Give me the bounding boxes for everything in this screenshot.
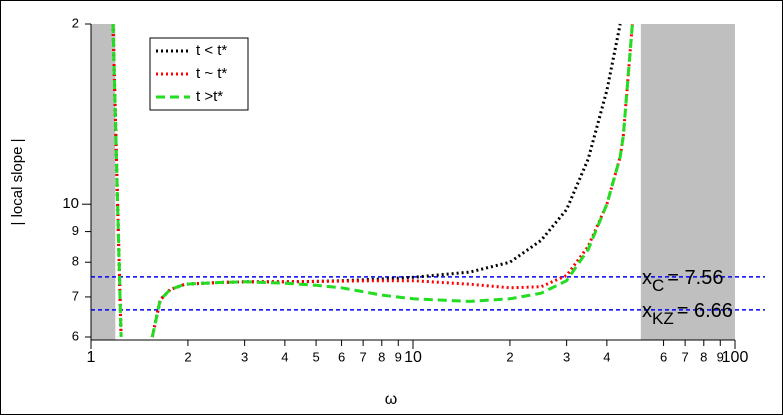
legend-label: t ~ t* bbox=[196, 65, 227, 82]
x-tick-label: 2 bbox=[184, 349, 191, 364]
x-tick-label: 6 bbox=[338, 349, 345, 364]
y-tick-label: 8 bbox=[72, 254, 79, 269]
x-tick-label: 10 bbox=[404, 349, 422, 366]
reference-subscript: KZ bbox=[652, 309, 674, 328]
x-tick-label: 2 bbox=[506, 349, 513, 364]
reference-symbol: x bbox=[642, 267, 652, 289]
x-tick-label: 8 bbox=[700, 349, 707, 364]
x-tick-label: 5 bbox=[312, 349, 319, 364]
x-tick-label: 1 bbox=[87, 349, 96, 366]
y-tick-label: 7 bbox=[72, 288, 79, 303]
x-tick-label: 4 bbox=[281, 349, 288, 364]
reference-label: xC = 7.56 bbox=[642, 267, 723, 295]
x-tick-label: 4 bbox=[603, 349, 610, 364]
y-tick-label: 2 bbox=[72, 15, 79, 30]
x-tick-label: 8 bbox=[378, 349, 385, 364]
y-tick-label: 9 bbox=[72, 223, 79, 238]
reference-subscript: C bbox=[652, 276, 664, 295]
x-tick-label: 7 bbox=[360, 349, 367, 364]
shaded-region bbox=[640, 24, 735, 340]
series-line bbox=[111, 23, 634, 338]
shaded-region bbox=[91, 24, 116, 340]
reference-symbol: x bbox=[642, 300, 652, 322]
x-tick-label: 3 bbox=[563, 349, 570, 364]
reference-value: = 6.66 bbox=[677, 300, 733, 322]
x-tick-label: 7 bbox=[682, 349, 689, 364]
x-tick-label: 6 bbox=[660, 349, 667, 364]
x-tick-label: 100 bbox=[722, 349, 749, 366]
legend-label: t >t* bbox=[196, 88, 223, 105]
legend-label: t < t* bbox=[196, 42, 227, 59]
y-axis-label: | local slope | bbox=[9, 138, 26, 225]
reference-value: = 7.56 bbox=[667, 267, 723, 289]
x-tick-label: 9 bbox=[717, 349, 724, 364]
x-axis-label: ω bbox=[385, 391, 398, 408]
x-tick-label: 3 bbox=[241, 349, 248, 364]
y-tick-label: 6 bbox=[72, 328, 79, 343]
y-tick-label: 10 bbox=[62, 195, 79, 212]
series-line bbox=[111, 23, 634, 338]
reference-label: xKZ = 6.66 bbox=[642, 300, 733, 328]
x-tick-label: 9 bbox=[395, 349, 402, 364]
